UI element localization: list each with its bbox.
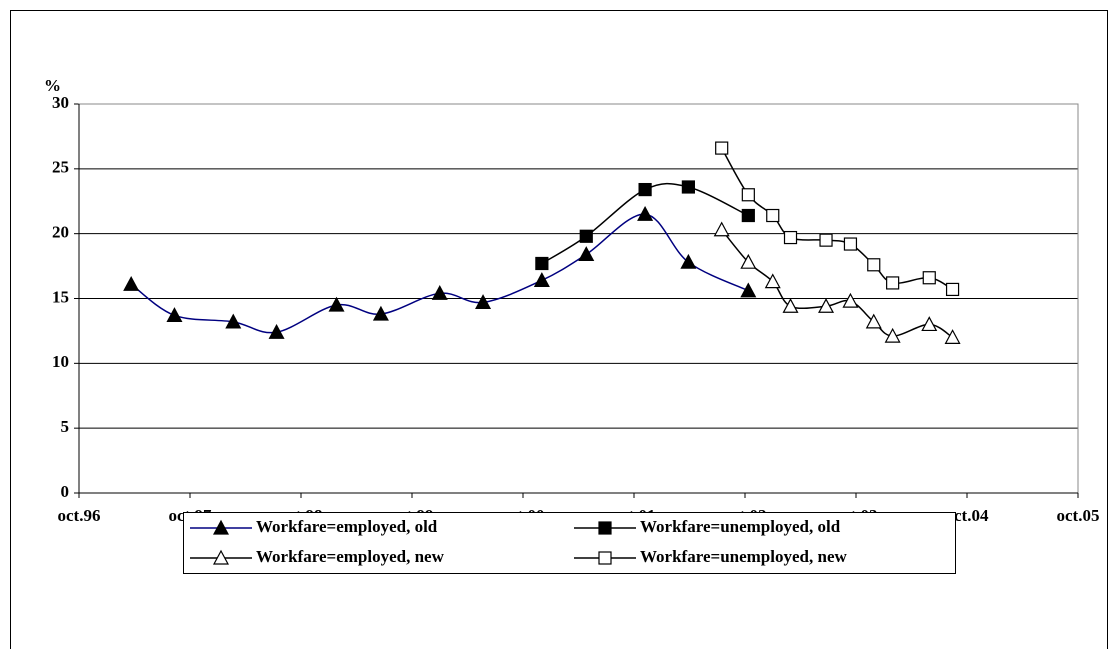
data-point <box>638 182 652 197</box>
data-point <box>328 296 345 312</box>
y-tick-label: 0 <box>61 482 70 501</box>
data-point <box>680 253 697 269</box>
data-point <box>123 275 140 291</box>
series-line <box>721 147 953 291</box>
y-tick-label: 5 <box>61 417 70 436</box>
x-tick-label: oct.05 <box>1057 506 1100 525</box>
data-point <box>225 313 242 329</box>
data-point <box>764 273 781 289</box>
data-point <box>867 258 881 272</box>
y-tick-label: 25 <box>52 158 69 177</box>
data-point <box>782 298 799 313</box>
data-point <box>842 292 859 308</box>
legend-marker <box>212 549 230 565</box>
legend-marker <box>598 551 612 565</box>
y-tick-label: 15 <box>52 287 69 306</box>
data-point <box>865 313 882 329</box>
legend-label: Workfare=unemployed, old <box>640 517 841 536</box>
data-point <box>945 282 960 297</box>
data-point <box>268 323 285 339</box>
data-point <box>884 327 901 343</box>
data-point <box>637 205 654 221</box>
data-point <box>740 282 757 298</box>
data-point <box>535 256 549 271</box>
y-tick-label: 10 <box>52 352 69 371</box>
data-point <box>843 237 858 251</box>
legend-label: Workfare=employed, old <box>256 517 438 536</box>
data-point <box>578 246 595 262</box>
data-point <box>944 329 961 344</box>
data-point <box>431 285 448 300</box>
data-point <box>819 233 833 247</box>
data-point <box>886 276 900 290</box>
y-tick-label: 20 <box>52 223 69 242</box>
y-axis-label: % <box>44 76 61 95</box>
data-point <box>921 316 938 332</box>
x-tick-label: oct.04 <box>946 506 989 525</box>
data-point <box>166 307 183 322</box>
chart-border <box>10 10 1108 649</box>
data-point <box>741 208 755 223</box>
data-point <box>818 298 835 313</box>
data-point <box>533 272 550 287</box>
data-point <box>783 230 798 245</box>
data-point <box>681 180 695 194</box>
legend-box <box>183 512 956 574</box>
legend-marker <box>598 521 612 535</box>
data-point <box>766 208 780 223</box>
data-point <box>713 221 730 237</box>
data-point <box>741 188 755 202</box>
x-tick-label: oct.96 <box>58 506 101 525</box>
data-point <box>579 229 593 243</box>
data-point <box>740 253 757 269</box>
data-point <box>715 141 729 155</box>
legend-label: Workfare=employed, new <box>256 547 445 566</box>
series-line <box>130 213 749 334</box>
data-point <box>475 294 492 309</box>
data-point <box>372 305 389 321</box>
y-tick-label: 30 <box>52 93 69 112</box>
legend-label: Workfare=unemployed, new <box>640 547 847 566</box>
data-point <box>922 271 936 285</box>
series-line <box>721 229 953 339</box>
legend-marker <box>212 519 230 535</box>
